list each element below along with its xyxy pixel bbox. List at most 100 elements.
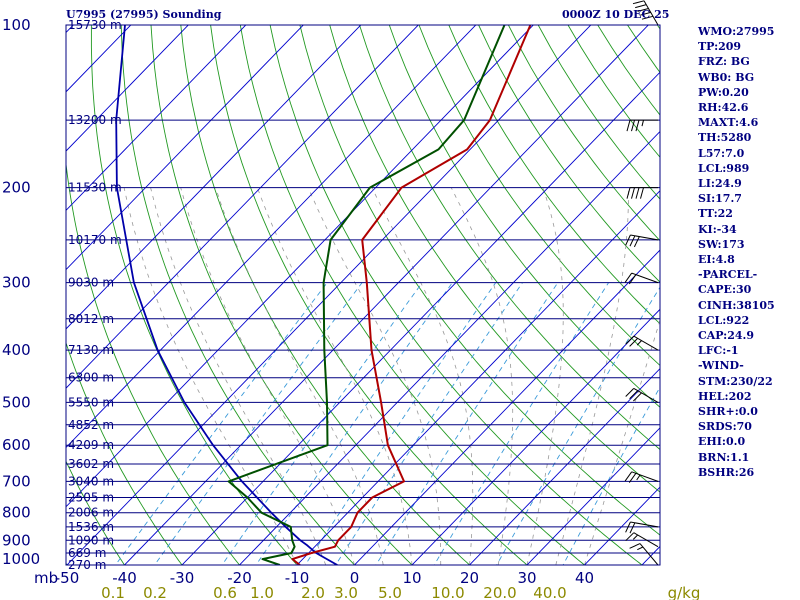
dry-adiabat	[239, 25, 586, 565]
isotherm	[66, 25, 304, 271]
dry-adiabat	[66, 460, 126, 565]
pressure-tick-label: 900	[2, 531, 31, 549]
wind-barb	[624, 272, 659, 285]
temperature-tick-label: 0	[350, 569, 360, 587]
wind-barb-shaft	[630, 234, 659, 241]
wind-barb-flag	[635, 119, 640, 132]
dry-adiabat	[66, 160, 241, 565]
height-label: 10170 m	[68, 233, 122, 247]
isotherm	[66, 25, 534, 508]
stat-item: LI:24.9	[698, 177, 742, 191]
pressure-tick-label: 500	[2, 393, 31, 411]
wind-barb	[626, 119, 658, 132]
stat-item: TT:22	[698, 207, 733, 221]
dry-adiabat	[66, 562, 68, 565]
mixing-ratio-tick-label: 1.0	[250, 584, 274, 600]
wind-barb-flag	[632, 0, 645, 5]
pressure-unit-label: mb	[34, 569, 58, 587]
isotherm	[0, 13, 27, 576]
stat-item: LFC:-1	[698, 344, 739, 358]
wind-barb-flag	[628, 274, 637, 285]
wind-barb-half-flag	[641, 119, 644, 127]
temperature-tick-label: 40	[575, 569, 594, 587]
stats-panel: WMO:27995 TP:209 FRZ: BG WB0: BG PW:0.20 RH:4…	[698, 24, 775, 480]
wind-barb-flag	[637, 8, 649, 12]
stat-item: EI:4.8	[698, 253, 735, 267]
moist-adiabat	[180, 187, 355, 565]
stat-item: BRN:1.1	[698, 450, 750, 464]
wind-barb-flag	[629, 235, 636, 247]
stat-item: TP:209	[698, 40, 742, 54]
moist-adiabat	[555, 187, 629, 565]
wind-barb	[632, 0, 659, 26]
mixing-ratio-tick-label: 0.1	[101, 584, 125, 600]
mixing-ratio-tick-label: 5.0	[378, 584, 402, 600]
height-label: 3040 m	[68, 474, 114, 488]
dry-adiabat	[418, 25, 660, 367]
pressure-tick-label: 600	[2, 436, 31, 454]
isotherm	[353, 249, 660, 565]
height-label: 4209 m	[68, 438, 114, 452]
wind-barb-flag	[624, 471, 633, 482]
mixing-ratio-tick-label: 20.0	[483, 584, 516, 600]
wind-barb-flag	[631, 187, 635, 199]
wind-barb-shaft	[639, 543, 659, 566]
wind-barb-shaft	[633, 532, 659, 548]
stat-item: SRDS:70	[698, 420, 752, 434]
mixing-ratio-line	[153, 282, 363, 565]
wind-barb-shaft	[631, 471, 659, 482]
mixing-ratio-line	[221, 282, 423, 565]
isotherm	[66, 25, 362, 330]
isotherm	[468, 367, 660, 565]
temperature-tick-label: -40	[112, 569, 137, 587]
dry-adiabat	[388, 25, 660, 408]
wind-barb-flag	[625, 234, 631, 246]
isotherm	[123, 25, 649, 565]
wind-barb-shaft	[631, 272, 659, 284]
isotherm	[411, 308, 660, 565]
isotherm	[238, 130, 660, 565]
stat-item: WMO:27995	[698, 25, 775, 38]
wind-barb-flag	[629, 543, 641, 549]
temperature-tick-label: -50	[55, 569, 80, 587]
pressure-tick-label: 300	[2, 274, 31, 292]
pressure-tick-label: 400	[2, 341, 31, 359]
temperature-tick-label: 10	[402, 569, 421, 587]
pressure-tick-label: 200	[2, 179, 31, 197]
mixing-ratio-line	[496, 286, 660, 565]
dry-adiabat	[448, 25, 660, 325]
stat-item: HEL:202	[698, 389, 752, 403]
wind-barb-flag	[631, 119, 635, 132]
wind-barb-shaft	[633, 335, 659, 351]
stat-item: WB0: BG	[698, 70, 755, 84]
height-label: 1536 m	[68, 520, 114, 534]
wind-barb-flag	[625, 335, 635, 345]
wind-barb-flag	[635, 4, 647, 9]
wind-barb-half-flag	[636, 474, 641, 481]
height-label: 7130 m	[68, 343, 114, 357]
temperature-tick-label: 30	[517, 569, 536, 587]
stat-item: SW:173	[698, 237, 745, 251]
wind-barb-flag	[629, 338, 638, 347]
stat-item: CAP:24.9	[698, 329, 755, 343]
height-label: 8012 m	[68, 312, 114, 326]
wind-barb-flag	[640, 187, 644, 199]
valid-time: 0000Z 10 DEC 25	[562, 8, 670, 21]
height-label: 4852 m	[68, 418, 114, 432]
isotherm	[66, 25, 247, 212]
moist-adiabat	[307, 187, 442, 565]
mixing-ratio-tick-label: 2.0	[301, 584, 325, 600]
dry-adiabat	[269, 25, 643, 565]
stat-item: EHI:0.0	[698, 435, 746, 449]
wind-barb-flag	[628, 473, 637, 483]
stat-item: -WIND-	[698, 359, 744, 373]
temperature-tick-label: 20	[460, 569, 479, 587]
dry-adiabat	[359, 25, 660, 451]
mixing-ratio-line	[375, 282, 559, 565]
dry-adiabat	[66, 341, 183, 565]
wind-barb-flag	[633, 236, 640, 248]
wind-barb-flag	[626, 119, 631, 132]
wind-barb-flag	[639, 11, 651, 16]
height-label: 11530 m	[68, 181, 122, 195]
